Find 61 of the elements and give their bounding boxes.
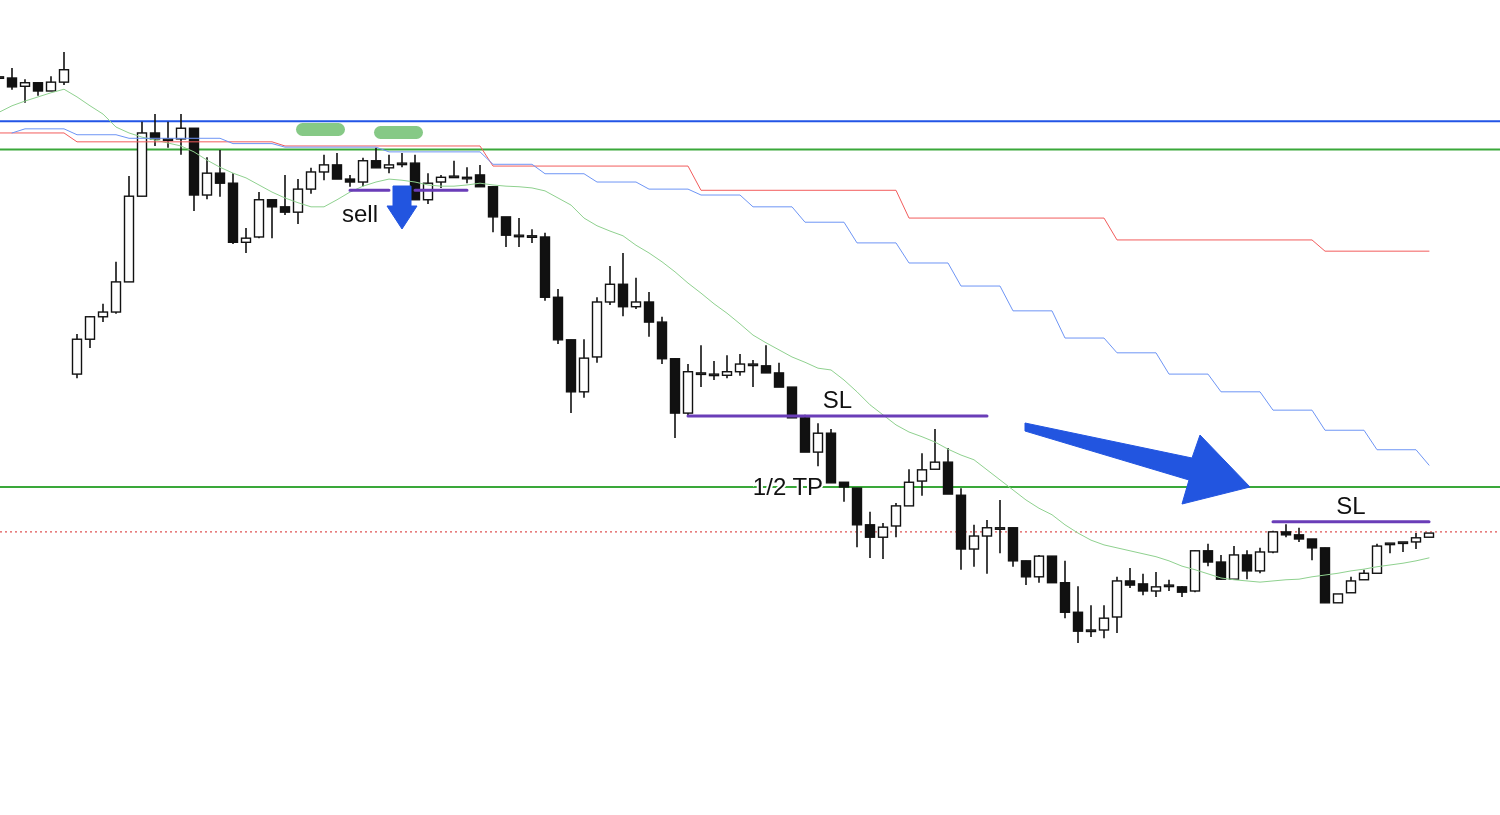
candlestick <box>1098 604 1110 640</box>
candlestick <box>318 154 330 182</box>
candlestick <box>370 146 382 169</box>
candlestick <box>292 178 304 225</box>
candlestick <box>1202 542 1214 567</box>
candlestick <box>968 524 980 568</box>
candlestick <box>1384 542 1396 554</box>
candlestick <box>266 198 278 239</box>
candlestick <box>396 152 408 169</box>
candlestick <box>279 174 291 216</box>
series-label: sell <box>342 200 379 228</box>
candlestick <box>695 344 707 388</box>
candlestick <box>1085 604 1097 638</box>
candlestick <box>1124 567 1136 589</box>
candlestick <box>617 252 629 317</box>
candlestick <box>630 276 642 310</box>
candlestick <box>760 344 772 374</box>
candlestick <box>773 362 785 388</box>
candlestick <box>721 354 733 380</box>
candlestick <box>1020 560 1032 586</box>
candlestick <box>864 511 876 559</box>
candlestick <box>201 156 213 200</box>
candlestick <box>1033 554 1045 584</box>
candlestick <box>1397 541 1409 553</box>
candlestick <box>97 302 109 323</box>
candlestick <box>357 156 369 187</box>
series-label: SL <box>822 386 853 414</box>
candlestick <box>1137 573 1149 596</box>
candlestick <box>6 67 18 91</box>
candlestick <box>19 78 31 104</box>
candlestick <box>838 481 850 503</box>
candlestick <box>981 519 993 575</box>
candlestick <box>240 227 252 254</box>
candlestick <box>84 315 96 349</box>
candlestick <box>1072 585 1084 644</box>
candlestick <box>383 154 395 174</box>
candlestick <box>526 228 538 244</box>
candlestick <box>812 422 824 468</box>
candlestick <box>448 159 460 179</box>
candlestick <box>214 149 226 198</box>
candlestick <box>747 359 759 388</box>
candlestick <box>305 167 317 195</box>
candlestick <box>916 452 928 497</box>
candlestick <box>708 360 720 381</box>
candlestick <box>331 152 343 180</box>
candlestick <box>890 502 902 539</box>
candlestick <box>1306 538 1318 562</box>
candlestick <box>1150 571 1162 598</box>
candlestick <box>1254 547 1266 575</box>
series-label: SL <box>1336 491 1366 519</box>
candlestick <box>58 51 70 86</box>
candlestick <box>903 468 915 507</box>
candlestick <box>604 265 616 306</box>
candlestick <box>1215 554 1227 581</box>
candlestick <box>877 522 889 560</box>
candlestick <box>929 428 941 471</box>
candlestick <box>734 353 746 377</box>
candlestick <box>643 291 655 338</box>
candlestick <box>994 499 1006 554</box>
candlestick <box>1241 549 1253 580</box>
candlestick <box>500 216 512 248</box>
